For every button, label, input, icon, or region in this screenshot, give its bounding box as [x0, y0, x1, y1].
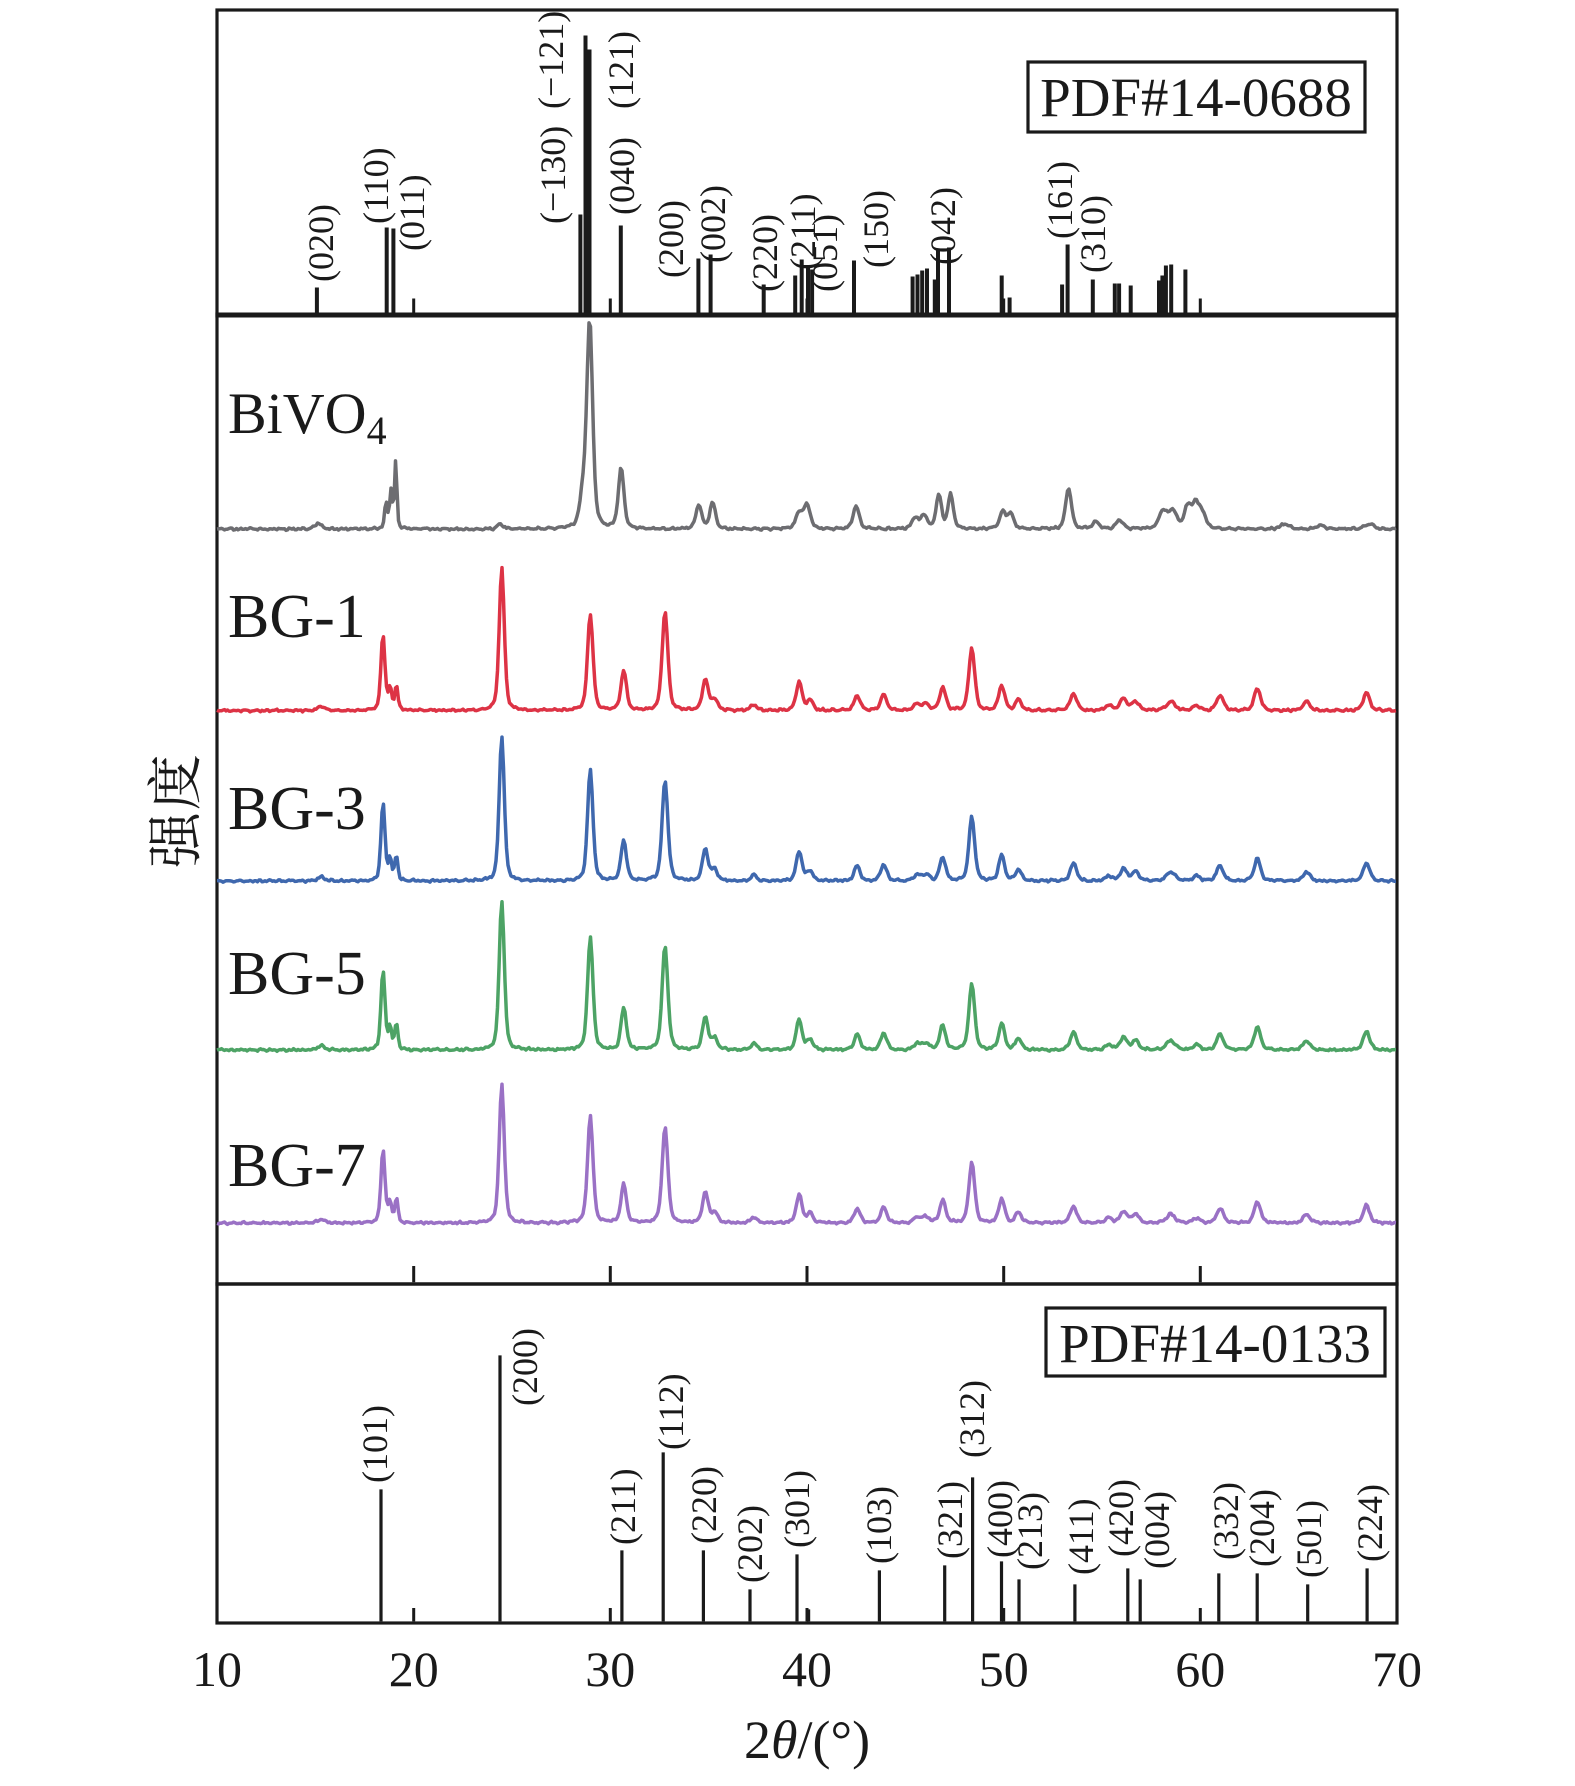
svg-text:2θ/(°): 2θ/(°)	[744, 1710, 870, 1770]
svg-text:(310): (310)	[1073, 195, 1113, 273]
svg-text:BG-3: BG-3	[228, 775, 366, 843]
svg-text:(040): (040)	[602, 137, 642, 215]
svg-text:(213): (213)	[1010, 1492, 1050, 1570]
svg-text:(204): (204)	[1242, 1489, 1282, 1567]
svg-text:BiVO4: BiVO4	[228, 381, 387, 453]
svg-text:(411): (411)	[1061, 1498, 1101, 1575]
svg-text:(−121): (−121)	[531, 11, 571, 109]
svg-text:(051): (051)	[805, 214, 845, 292]
svg-text:(200): (200)	[505, 1328, 545, 1406]
svg-text:50: 50	[979, 1641, 1029, 1697]
svg-text:(110): (110)	[356, 147, 396, 224]
svg-text:(220): (220)	[684, 1466, 724, 1544]
svg-text:(121): (121)	[601, 31, 641, 109]
svg-text:70: 70	[1372, 1641, 1422, 1697]
svg-text:(011): (011)	[392, 174, 432, 251]
svg-text:(220): (220)	[745, 214, 785, 292]
svg-text:40: 40	[782, 1641, 832, 1697]
svg-text:(202): (202)	[730, 1505, 770, 1583]
svg-text:(004): (004)	[1137, 1491, 1177, 1569]
svg-text:(200): (200)	[651, 200, 691, 278]
svg-text:(224): (224)	[1350, 1484, 1390, 1562]
svg-text:BG-7: BG-7	[228, 1132, 366, 1200]
svg-text:PDF#14-0688: PDF#14-0688	[1040, 67, 1352, 128]
svg-text:60: 60	[1175, 1641, 1225, 1697]
svg-text:(312): (312)	[952, 1380, 992, 1458]
svg-text:(103): (103)	[859, 1486, 899, 1564]
svg-text:10: 10	[192, 1641, 242, 1697]
svg-text:(211): (211)	[783, 193, 823, 270]
svg-text:(321): (321)	[930, 1481, 970, 1559]
svg-text:BG-5: BG-5	[228, 940, 366, 1008]
svg-text:(150): (150)	[856, 190, 896, 268]
svg-text:(332): (332)	[1206, 1482, 1246, 1560]
svg-text:BG-1: BG-1	[228, 583, 366, 651]
svg-text:(501): (501)	[1289, 1500, 1329, 1578]
svg-text:(161): (161)	[1040, 161, 1080, 239]
svg-text:30: 30	[585, 1641, 635, 1697]
svg-text:PDF#14-0133: PDF#14-0133	[1059, 1313, 1371, 1374]
svg-text:(301): (301)	[777, 1470, 817, 1548]
svg-text:(002): (002)	[693, 185, 733, 263]
svg-text:(112): (112)	[651, 1373, 691, 1450]
svg-text:(101): (101)	[355, 1405, 395, 1483]
svg-text:(211): (211)	[603, 1468, 643, 1545]
svg-text:(420): (420)	[1101, 1479, 1141, 1557]
svg-text:20: 20	[389, 1641, 439, 1697]
svg-text:(042): (042)	[923, 187, 963, 265]
svg-text:(400): (400)	[980, 1480, 1020, 1558]
svg-text:(020): (020)	[301, 204, 341, 282]
svg-text:(−130): (−130)	[533, 126, 573, 224]
